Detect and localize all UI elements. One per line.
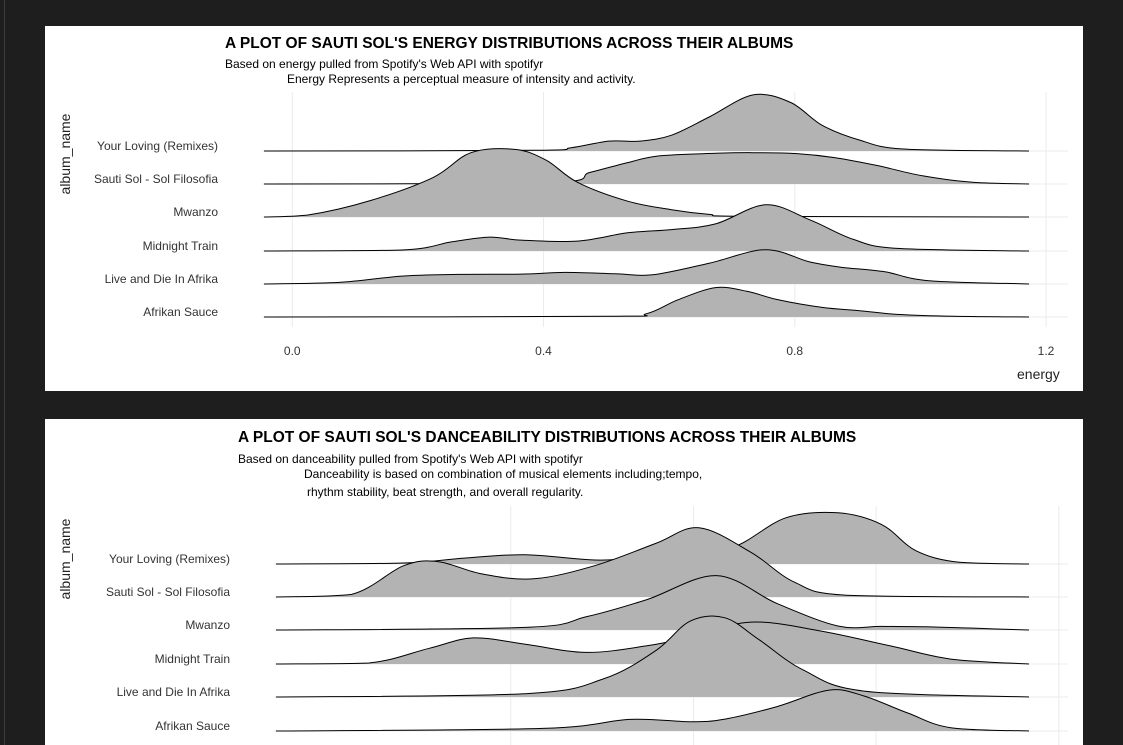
chart-title: A PLOT OF SAUTI SOL'S ENERGY DISTRIBUTIO… [225,35,794,52]
ridge-line-sauti-sol-sol-filosofia [275,527,1030,598]
ridge-line-your-loving-remixes- [263,93,1030,152]
energy-plot-area [262,92,1068,327]
chart-subtitle-line-1: Based on energy pulled from Spotify's We… [225,57,544,71]
y-tick-label: Live and Die In Afrika [116,685,230,699]
ridge-area-mwanzo [264,148,1029,217]
ridge-area-afrikan-sauce [276,689,1029,731]
ridge-area-live-and-die-in-afrika [276,615,1029,697]
chart-subtitle-line-2: Danceability is based on combination of … [304,467,703,481]
ridge-area-sauti-sol-sol-filosofia [264,152,1029,184]
ridge-line-afrikan-sauce [263,286,1030,318]
ridge-line-live-and-die-in-afrika [263,249,1030,285]
y-tick-label: Midnight Train [154,652,230,666]
y-tick-label: Afrikan Sauce [143,305,218,319]
chart-subtitle-line-1: Based on danceability pulled from Spotif… [238,452,583,466]
ridge-line-midnight-train [275,621,1030,665]
y-tick-label: Live and Die In Afrika [104,272,218,286]
ridge-area-your-loving-remixes- [264,94,1029,151]
y-tick-label: Sauti Sol - Sol Filosofia [93,172,218,186]
ridge-area-midnight-train [264,204,1029,251]
y-tick-label: Mwanzo [173,205,218,219]
y-tick-label: Your Loving (Remixes) [97,139,218,153]
window-left-rule [4,0,5,745]
ridge-area-midnight-train [276,621,1029,664]
ridge-line-mwanzo [263,148,1030,218]
danceability-plot-area [274,506,1068,745]
ridge-line-afrikan-sauce [275,689,1030,732]
x-tick-label: 0.0 [283,344,301,358]
ridge-area-afrikan-sauce [264,287,1029,317]
ridge-area-mwanzo [276,575,1029,630]
ridge-line-midnight-train [263,204,1030,252]
ridge-line-mwanzo [275,575,1030,631]
x-tick-label: 0.4 [535,344,552,358]
danceability-ridgeline-chart: A PLOT OF SAUTI SOL'S DANCEABILITY DISTR… [45,419,1083,745]
y-tick-label: Midnight Train [142,239,218,253]
chart-subtitle-line-2: Energy Represents a perceptual measure o… [287,72,636,86]
ridge-area-live-and-die-in-afrika [264,249,1029,284]
y-tick-label: Sauti Sol - Sol Filosofia [105,585,230,599]
x-tick-label: 1.2 [1037,344,1055,358]
ridge-line-live-and-die-in-afrika [275,615,1030,698]
x-tick-label: 0.8 [786,344,804,358]
energy-ridgeline-chart: A PLOT OF SAUTI SOL'S ENERGY DISTRIBUTIO… [45,26,1083,391]
ridge-area-sauti-sol-sol-filosofia [276,527,1029,597]
chart-subtitle-line-3: rhythm stability, beat strength, and ove… [307,485,584,499]
x-axis-label: energy [1017,366,1060,382]
y-tick-label: Mwanzo [185,618,230,632]
y-tick-label: Your Loving (Remixes) [109,552,230,566]
chart-title: A PLOT OF SAUTI SOL'S DANCEABILITY DISTR… [238,429,857,446]
ridge-area-your-loving-remixes- [276,512,1029,564]
y-tick-label: Afrikan Sauce [155,719,230,733]
